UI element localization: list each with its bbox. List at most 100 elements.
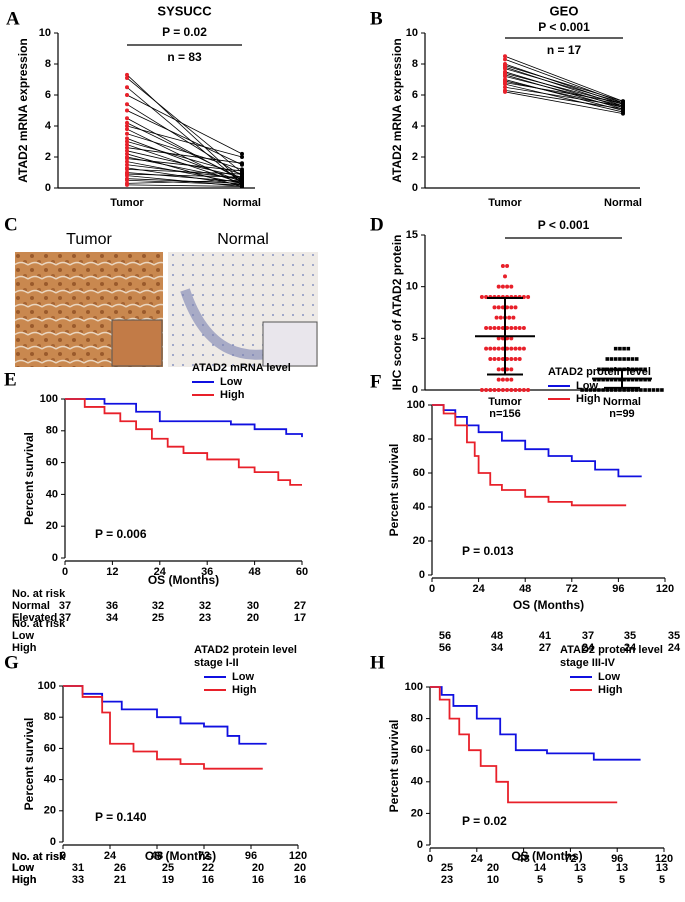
legend-label: High xyxy=(598,684,623,696)
point xyxy=(526,295,531,299)
risk-count: 26 xyxy=(114,862,126,874)
normal-inset xyxy=(262,321,318,367)
point xyxy=(509,336,514,341)
point xyxy=(526,388,531,392)
risk-count: 56 xyxy=(439,630,451,642)
count-label: n = 83 xyxy=(167,50,202,64)
point xyxy=(597,367,601,372)
point xyxy=(125,142,129,147)
point xyxy=(626,388,631,392)
point xyxy=(505,357,510,361)
point xyxy=(500,346,505,351)
risk-count: 36 xyxy=(106,600,118,612)
x-tick-label: 60 xyxy=(296,566,308,578)
point xyxy=(496,357,501,361)
risk-count: 37 xyxy=(59,600,71,612)
risk-count: 16 xyxy=(294,874,306,886)
x-tick-label: 96 xyxy=(245,850,257,862)
tumor-inset xyxy=(111,319,163,367)
pair-line xyxy=(126,167,243,186)
y-axis-label: ATAD2 mRNA expression xyxy=(390,38,404,182)
y-tick-label: 40 xyxy=(44,774,56,786)
pair-line xyxy=(126,128,243,186)
legend-title: ATAD2 protein level xyxy=(548,366,651,378)
risk-count: 24 xyxy=(668,642,681,654)
point xyxy=(588,388,593,392)
risk-count: 27 xyxy=(539,642,551,654)
point xyxy=(601,377,605,382)
point xyxy=(513,326,518,330)
risk-count: 14 xyxy=(534,862,547,874)
point xyxy=(647,388,652,392)
risk-count: 34 xyxy=(491,642,504,654)
point xyxy=(655,388,660,392)
point xyxy=(488,326,493,330)
risk-count: 20 xyxy=(247,612,259,624)
panel-letter: E xyxy=(4,369,17,390)
pair-line xyxy=(504,65,624,102)
y-tick-label: 8 xyxy=(412,58,418,70)
panel-letter: C xyxy=(4,214,18,235)
point xyxy=(492,346,497,351)
point xyxy=(496,377,501,382)
x-axis-label: OS (Months) xyxy=(145,849,216,863)
risk-title: No. at risk xyxy=(12,851,66,863)
point xyxy=(125,72,129,77)
point xyxy=(125,108,129,113)
point xyxy=(500,388,505,392)
point xyxy=(505,264,510,268)
x-tick-label: 0 xyxy=(62,566,68,578)
point xyxy=(503,54,507,59)
pair-line xyxy=(126,147,243,164)
pair-line xyxy=(504,79,624,111)
x-tick-label: 0 xyxy=(427,853,433,865)
count-label: n = 17 xyxy=(547,43,582,57)
x-axis-label: OS (Months) xyxy=(511,849,582,863)
x-tick-label: 120 xyxy=(656,583,674,595)
y-axis-label: Percent survival xyxy=(22,718,36,811)
risk-count: 32 xyxy=(199,600,211,612)
risk-row-name: Low xyxy=(12,862,34,874)
survival-curve xyxy=(65,398,303,438)
point xyxy=(509,305,514,310)
pair-line xyxy=(126,110,243,166)
point xyxy=(505,284,510,289)
point xyxy=(503,74,507,79)
pair-line xyxy=(126,77,243,173)
point xyxy=(634,357,639,361)
x-tick-label: 48 xyxy=(151,850,163,862)
point xyxy=(484,388,489,392)
x-tick-label: 72 xyxy=(564,853,576,865)
pair-line xyxy=(126,117,243,181)
point xyxy=(492,357,497,361)
point xyxy=(125,182,129,187)
x-tick-label: Tumor xyxy=(488,396,522,408)
risk-count: 35 xyxy=(668,630,680,642)
point xyxy=(492,305,497,310)
point xyxy=(484,346,489,351)
point xyxy=(621,103,625,108)
point xyxy=(500,305,505,310)
point xyxy=(125,159,129,164)
survival-curve xyxy=(63,685,267,745)
x-tick-label: 48 xyxy=(519,583,531,595)
y-tick-label: 20 xyxy=(411,807,423,819)
point xyxy=(601,367,605,372)
pair-line xyxy=(126,125,243,158)
pair-line xyxy=(504,55,624,102)
y-tick-label: 0 xyxy=(50,836,56,848)
x-tick-label: 120 xyxy=(655,853,673,865)
pair-line xyxy=(126,122,243,180)
risk-count: 13 xyxy=(574,862,586,874)
point xyxy=(492,388,497,392)
x-tick-label: Normal xyxy=(603,396,641,408)
point xyxy=(618,377,622,382)
point xyxy=(125,93,129,97)
point xyxy=(125,162,129,167)
risk-count: 20 xyxy=(294,862,306,874)
risk-row-name: Elevated xyxy=(12,612,57,624)
risk-count: 5 xyxy=(537,874,543,886)
point xyxy=(609,357,614,361)
legend-subtitle: stage III-IV xyxy=(560,657,616,669)
point xyxy=(125,136,129,141)
